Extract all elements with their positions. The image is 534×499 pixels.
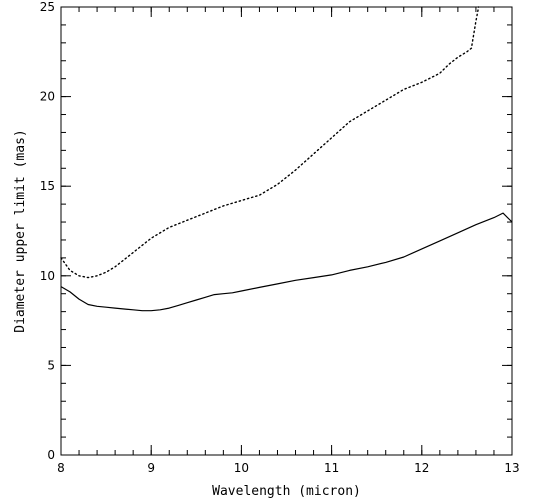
x-tick-label: 9 <box>147 461 155 475</box>
x-tick-label: 12 <box>414 461 429 475</box>
tick-labels: 8 9 10 11 12 13 0 5 10 15 20 25 <box>40 0 520 475</box>
major-ticks <box>60 6 513 456</box>
x-axis-label: Wavelength (micron) <box>212 484 361 499</box>
y-tick-label: 25 <box>40 0 55 14</box>
y-axis-label: Diameter upper limit (mas) <box>13 129 28 333</box>
plot-frame <box>60 6 513 456</box>
y-tick-label: 5 <box>47 358 55 372</box>
x-tick-label: 13 <box>504 461 519 475</box>
x-tick-label: 10 <box>234 461 249 475</box>
series-dotted-line <box>60 6 480 279</box>
series-solid-line <box>60 212 513 312</box>
series-layer <box>60 6 513 312</box>
x-tick-label: 11 <box>324 461 339 475</box>
x-tick-label: 8 <box>57 461 65 475</box>
y-tick-label: 15 <box>40 179 55 193</box>
y-tick-label: 20 <box>40 90 55 104</box>
y-tick-label: 10 <box>40 269 55 283</box>
minor-ticks <box>60 6 513 456</box>
y-tick-label: 0 <box>47 448 55 462</box>
